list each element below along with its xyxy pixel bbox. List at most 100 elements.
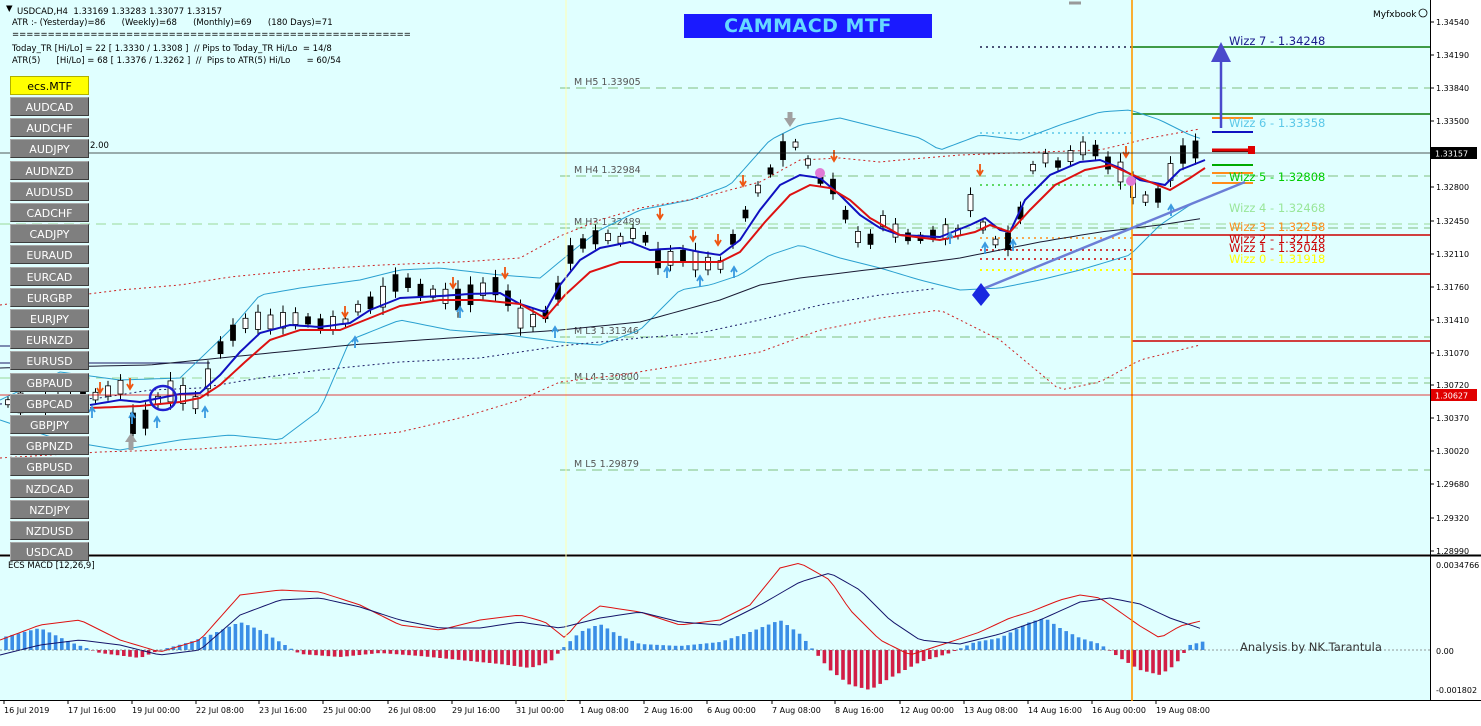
macd-bar bbox=[1200, 641, 1205, 650]
macd-bar bbox=[419, 650, 424, 657]
macd-bar bbox=[208, 634, 213, 650]
symbol-button-active[interactable]: ecs.MTF bbox=[10, 76, 89, 95]
symbol-button-eurgbp[interactable]: EURGBP bbox=[10, 287, 89, 307]
broker-label: Myfxbook bbox=[1373, 10, 1417, 20]
symbol-button-audusd[interactable]: AUDUSD bbox=[10, 181, 89, 201]
candle-body bbox=[642, 234, 649, 243]
macd-bar bbox=[1101, 646, 1106, 650]
symbol-button-nzdcad[interactable]: NZDCAD bbox=[10, 478, 89, 498]
macd-bar bbox=[41, 629, 45, 650]
symbol-button-gbpusd[interactable]: GBPUSD bbox=[10, 457, 89, 477]
candle-body bbox=[330, 316, 336, 330]
time-tick-label: 1 Aug 08:00 bbox=[580, 706, 629, 715]
wizz-label: Wizz 2 - 1.32128 bbox=[1229, 232, 1325, 246]
symbol-button-eurcad[interactable]: EURCAD bbox=[10, 266, 89, 286]
down-arrow-icon bbox=[830, 150, 838, 163]
moving-averages bbox=[89, 158, 1206, 409]
macd-bar bbox=[983, 640, 988, 650]
macd-bar bbox=[841, 650, 845, 680]
candle-body bbox=[855, 230, 861, 244]
candle-body bbox=[517, 307, 524, 329]
candle-body bbox=[1155, 188, 1161, 203]
candle-body bbox=[217, 341, 224, 355]
symbol-button-eurusd[interactable]: EURUSD bbox=[10, 351, 89, 371]
macd-bar bbox=[165, 648, 169, 650]
time-tick-label: 16 Jul 2019 bbox=[4, 706, 49, 715]
candle-body bbox=[780, 141, 786, 160]
down-arrow-icon bbox=[341, 306, 349, 319]
macd-bar bbox=[766, 624, 771, 650]
trend-line[interactable] bbox=[979, 180, 1246, 292]
macd-bar bbox=[990, 639, 994, 650]
up-arrow-icon bbox=[946, 231, 954, 244]
mid-channel bbox=[0, 288, 937, 405]
macd-bar bbox=[618, 635, 622, 650]
time-tick-label: 14 Aug 16:00 bbox=[1028, 706, 1082, 715]
symbol-button-audcad[interactable]: AUDCAD bbox=[10, 97, 89, 116]
candle-body bbox=[1117, 161, 1124, 183]
time-tick-label: 6 Aug 00:00 bbox=[707, 706, 756, 715]
macd-bar bbox=[605, 628, 610, 650]
candle-body bbox=[167, 380, 174, 403]
macd-bar bbox=[692, 644, 696, 650]
time-tick-label: 16 Aug 00:00 bbox=[1092, 706, 1146, 715]
macd-bar bbox=[115, 650, 120, 656]
symbol-button-nzdjpy[interactable]: NZDJPY bbox=[10, 499, 89, 519]
candle-body bbox=[992, 238, 999, 246]
macd-bar bbox=[556, 650, 560, 654]
macd-bar bbox=[940, 650, 944, 656]
macd-pane[interactable] bbox=[0, 557, 1430, 701]
macd-indicator bbox=[0, 562, 1205, 690]
symbol-button-gbpnzd[interactable]: GBPNZD bbox=[10, 436, 89, 456]
price-tick-label: 1.34540 bbox=[1436, 18, 1469, 27]
down-arrow-icon bbox=[976, 164, 984, 177]
menu-icon[interactable]: ▼ bbox=[6, 4, 13, 14]
macd-bar bbox=[729, 638, 734, 650]
current-price-tag bbox=[1431, 147, 1477, 159]
macd-bar bbox=[636, 643, 641, 650]
candle-body bbox=[567, 245, 574, 264]
candle-body bbox=[105, 385, 111, 397]
symbol-button-gbpcad[interactable]: GBPCAD bbox=[10, 393, 89, 413]
macd-bar bbox=[4, 636, 8, 650]
symbol-button-audjpy[interactable]: AUDJPY bbox=[10, 139, 89, 159]
symbol-button-audchf[interactable]: AUDCHF bbox=[10, 118, 89, 138]
main-pane[interactable] bbox=[0, 0, 1430, 554]
symbol-button-gbpaud[interactable]: GBPAUD bbox=[10, 372, 89, 392]
macd-bar bbox=[438, 650, 442, 658]
macd-bar bbox=[184, 643, 188, 650]
macd-bar bbox=[661, 645, 665, 650]
macd-bar bbox=[47, 632, 52, 650]
pink-marker bbox=[815, 168, 825, 178]
symbol-button-euraud[interactable]: EURAUD bbox=[10, 245, 89, 265]
macd-bar bbox=[680, 645, 684, 650]
time-tick-label: 25 Jul 00:00 bbox=[323, 706, 371, 715]
macd-bar bbox=[1169, 650, 1174, 668]
macd-bar bbox=[822, 650, 827, 664]
macd-bar bbox=[791, 629, 796, 650]
macd-bar bbox=[884, 650, 889, 681]
macd-bar bbox=[500, 650, 504, 665]
macd-bar bbox=[153, 650, 157, 653]
candle-body bbox=[1055, 160, 1061, 168]
symbol-button-gbpjpy[interactable]: GBPJPY bbox=[10, 415, 89, 434]
symbol-button-cadchf[interactable]: CADCHF bbox=[10, 203, 89, 222]
macd-bar bbox=[72, 643, 76, 650]
symbol-button-usdcad[interactable]: USDCAD bbox=[10, 542, 89, 562]
pivot-label: M L4 1.30800 bbox=[574, 372, 639, 383]
macd-bar bbox=[828, 650, 833, 671]
candle-body bbox=[1192, 140, 1199, 159]
candle-body bbox=[205, 368, 211, 390]
symbol-button-nzdusd[interactable]: NZDUSD bbox=[10, 521, 89, 540]
macd-bar bbox=[642, 644, 647, 650]
price-axis-labels: 1.34540 1.34190 1.33840 1.33500 1.33157 1.328… bbox=[1430, 18, 1479, 695]
macd-bar bbox=[289, 648, 293, 650]
macd-bar bbox=[122, 650, 126, 656]
symbol-button-eurnzd[interactable]: EURNZD bbox=[10, 330, 89, 350]
symbol-button-cadjpy[interactable]: CADJPY bbox=[10, 224, 89, 244]
candle-body bbox=[630, 228, 636, 239]
symbol-button-audnzd[interactable]: AUDNZD bbox=[10, 160, 89, 180]
symbol-button-eurjpy[interactable]: EURJPY bbox=[10, 309, 89, 328]
price-tick-label: 1.30020 bbox=[1436, 447, 1469, 456]
